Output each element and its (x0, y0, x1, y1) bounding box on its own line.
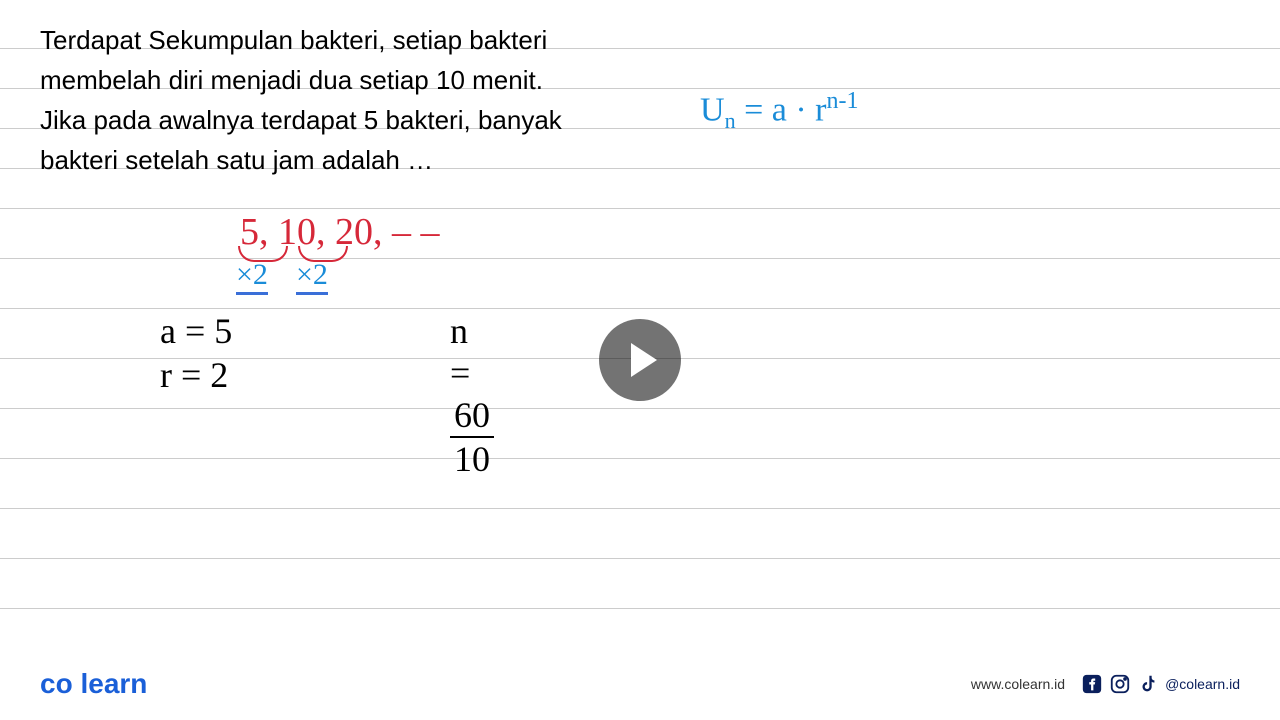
formula-text: Un = a · rn-1 (700, 88, 858, 134)
formula-sub-n: n (725, 108, 736, 133)
n-fraction: 60 10 (450, 394, 494, 480)
multiplier-1-text: ×2 (236, 258, 268, 295)
question-line-4: bakteri setelah satu jam adalah … (40, 140, 620, 180)
variables-block: a = 5 r = 2 (160, 310, 232, 398)
play-button[interactable] (599, 319, 681, 401)
formula-exp: n-1 (826, 88, 858, 114)
tiktok-icon (1137, 673, 1159, 695)
formula-body: = a · r (736, 91, 827, 128)
multiplier-1: ×2 (236, 258, 268, 295)
footer-right: www.colearn.id @colearn.id (971, 673, 1240, 695)
question-text: Terdapat Sekumpulan bakteri, setiap bakt… (40, 20, 620, 180)
r-variable: r = 2 (160, 354, 232, 396)
n-label: n = (450, 311, 470, 393)
n-numerator: 60 (450, 394, 494, 438)
formula-u: U (700, 91, 725, 128)
multiplier-2: ×2 (296, 258, 328, 295)
footer-bar: co learn www.colearn.id @colearn.id (0, 668, 1280, 700)
n-variable: n = 60 10 (450, 310, 494, 480)
handwritten-work: 5, 10, 20, – – ×2 ×2 a = 5 r = 2 n = 60 … (160, 210, 360, 254)
logo-co: co (40, 668, 73, 699)
instagram-icon (1109, 673, 1131, 695)
play-icon (631, 343, 657, 377)
n-denominator: 10 (450, 438, 494, 480)
question-line-2: membelah diri menjadi dua setiap 10 meni… (40, 60, 620, 100)
a-variable: a = 5 (160, 310, 232, 352)
logo: co learn (40, 668, 147, 700)
social-handle: @colearn.id (1165, 676, 1240, 692)
facebook-icon (1081, 673, 1103, 695)
social-icons: @colearn.id (1081, 673, 1240, 695)
multiplier-2-text: ×2 (296, 258, 328, 295)
question-line-3: Jika pada awalnya terdapat 5 bakteri, ba… (40, 100, 620, 140)
website-url: www.colearn.id (971, 676, 1065, 692)
question-line-1: Terdapat Sekumpulan bakteri, setiap bakt… (40, 20, 620, 60)
logo-learn: learn (80, 668, 147, 699)
